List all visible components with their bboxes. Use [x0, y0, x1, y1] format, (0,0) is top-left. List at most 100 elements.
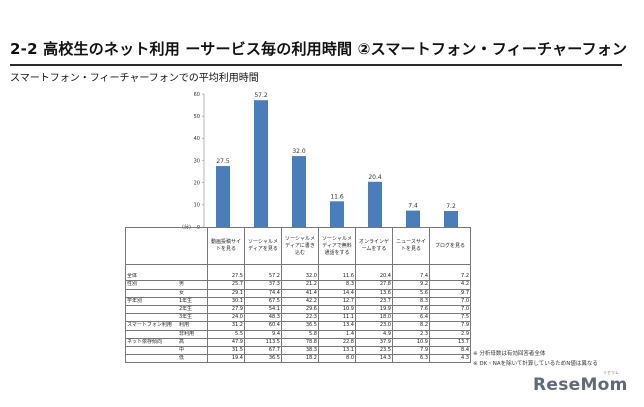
table-cell: 10.9	[392, 337, 430, 347]
table-cell: 2.3	[392, 329, 430, 339]
table-cell: 32.0	[281, 272, 319, 282]
table-cell: 7.9	[429, 321, 471, 331]
table-cell: 41.4	[281, 288, 319, 298]
table-row: スマートフォン利用 利用 31.2 60.4 36.5 13.4 23.0 8.2 7.9	[125, 321, 471, 331]
table-cell: 36.5	[244, 354, 282, 364]
table-cell	[207, 263, 245, 273]
table-cell: 22.3	[281, 313, 319, 323]
table-cell: 57.2	[244, 272, 282, 282]
row-group-label	[125, 346, 178, 356]
table-cell	[244, 263, 282, 273]
y-tick-label: 40	[194, 136, 200, 142]
table-header-row: 動画投稿サイトを見る ソーシャルメディアを見る ソーシャルメディアに書き込む ソーシャ…	[125, 227, 471, 265]
table-cell: 8.0	[318, 354, 356, 364]
footnotes: ※ 分析母数は有効回答者全体 ※ DK・NAを除いて計算しているためN値は異なる	[473, 349, 598, 369]
resemom-logo: ReseMom	[533, 375, 628, 395]
table-cell: 5.6	[392, 288, 430, 298]
table-cell: 67.7	[244, 345, 282, 356]
table-cell: 10.9	[318, 304, 356, 315]
row-group-label: ネット依存傾向	[125, 337, 178, 347]
table-cell: 27.8	[355, 280, 393, 290]
table-cell: 54.1	[244, 304, 282, 315]
table-cell: 9.2	[392, 280, 430, 290]
data-labels: 27.5 57.2 32.0 11.6 20.4 7.4 7.2	[216, 92, 456, 210]
table-cell: 7.2	[429, 272, 471, 282]
row-group-label: 全体	[125, 272, 178, 282]
row-group-label	[125, 289, 178, 298]
row-sub-label: 高	[177, 337, 208, 347]
table-cell	[429, 263, 471, 273]
table-row: 性別男 25.7 37.3 21.2 8.3 27.8 9.2 4.2	[125, 280, 471, 290]
table-corner	[125, 227, 208, 265]
table-cell: 6.3	[392, 354, 430, 364]
title-divider	[10, 64, 622, 66]
column-header: ニュースサイトを見る	[392, 227, 430, 265]
table-cell: 29.6	[281, 304, 319, 315]
table-cell: 20.4	[355, 272, 393, 282]
table-row: 低 19.4 36.5 18.2 8.0 14.3 6.3 4.3	[125, 354, 471, 364]
table-cell: 21.2	[281, 280, 319, 290]
table-cell: 48.3	[244, 313, 282, 323]
table-cell: 2.9	[429, 329, 471, 339]
y-tick-label: 20	[194, 180, 200, 186]
table-cell	[355, 263, 393, 273]
table-cell: 24.0	[207, 313, 245, 323]
table-cell: 7.9	[392, 345, 430, 356]
table-cell: 8.3	[318, 280, 356, 290]
footnote: ※ 分析母数は有効回答者全体	[473, 351, 546, 357]
table-cell: 27.9	[207, 304, 245, 315]
table-cell: 12.7	[318, 296, 356, 306]
row-group-label	[125, 305, 178, 315]
table-cell: 9.7	[429, 288, 471, 298]
table-cell: 7.0	[429, 304, 471, 315]
table-cell: 27.5	[207, 272, 245, 282]
row-sub-label: 非利用	[177, 329, 208, 339]
table-cell: 4.9	[355, 329, 393, 339]
table-cell: 47.9	[207, 337, 245, 347]
table-cell: 42.2	[281, 296, 319, 306]
data-label: 7.4	[408, 203, 418, 210]
resemom-logo-kana: リセマム	[603, 370, 619, 375]
table-cell: 25.7	[207, 280, 245, 290]
table-row: 中 31.5 67.7 38.3 13.1 23.5 7.9 8.4	[125, 345, 471, 356]
y-tick-label: 50	[194, 114, 200, 120]
table-cell: 7.5	[429, 313, 471, 323]
data-table: 動画投稿サイトを見る ソーシャルメディアを見る ソーシャルメディアに書き込む ソーシャ…	[125, 227, 471, 364]
table-cell: 38.3	[281, 345, 319, 356]
table-row: 全体 27.5 57.2 32.0 11.6 20.4 7.4 7.2	[125, 272, 471, 282]
table-cell: 23.7	[355, 296, 393, 306]
column-header: オンラインゲームをする	[355, 227, 393, 265]
row-sub-label: 利用	[177, 321, 208, 331]
table-cell	[392, 263, 430, 273]
chart-subtitle: スマートフォン・フィーチャーフォンでの平均利用時間	[10, 73, 259, 84]
table-cell: 7.6	[392, 304, 430, 315]
table-row: 女 29.1 74.4 41.4 14.4 13.6 5.6 9.7	[125, 288, 471, 298]
table-cell: 7.0	[429, 296, 471, 306]
table-cell: 22.8	[318, 337, 356, 347]
bar	[254, 100, 268, 227]
footnote: ※ DK・NAを除いて計算しているためN値は異なる	[473, 361, 598, 367]
table-cell	[318, 263, 356, 273]
row-sub-label: 1年生	[177, 296, 208, 306]
table-cell: 29.1	[207, 288, 245, 298]
bar	[444, 211, 458, 227]
table-cell: 8.2	[392, 321, 430, 331]
table-cell: 19.9	[355, 304, 393, 315]
table-cell: 6.4	[392, 313, 430, 323]
table-cell: 18.0	[355, 313, 393, 323]
bar	[292, 156, 306, 227]
table-cell: 60.4	[244, 321, 282, 331]
table-cell	[281, 263, 319, 273]
table-cell: 23.5	[355, 345, 393, 356]
row-group-label	[125, 330, 178, 339]
column-header: ブログを見る	[429, 227, 471, 265]
table-cell: 4.2	[429, 280, 471, 290]
table-cell: 5.8	[281, 329, 319, 339]
column-header: ソーシャルメディアを見る	[244, 227, 282, 265]
row-group-label: 性別	[125, 280, 178, 290]
row-group-label	[125, 263, 178, 273]
table-cell: 36.5	[281, 321, 319, 331]
data-label: 7.2	[446, 203, 456, 210]
